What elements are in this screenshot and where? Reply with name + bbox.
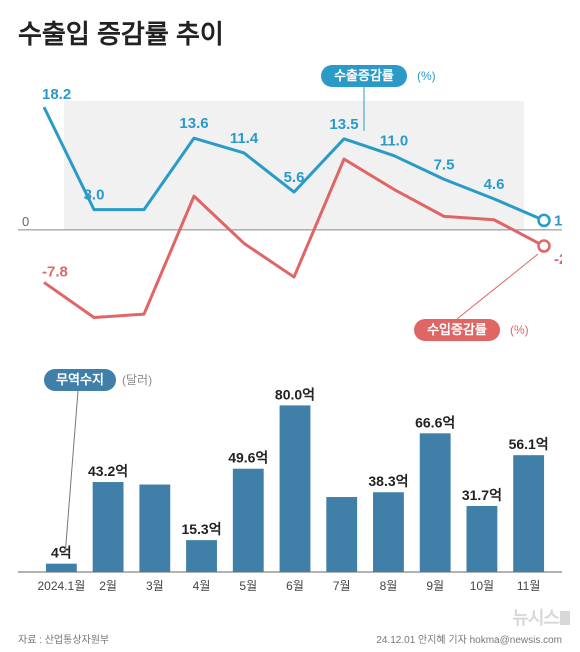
svg-text:13.6: 13.6 xyxy=(179,115,208,132)
svg-text:(달러): (달러) xyxy=(122,373,152,387)
footer: 자료 : 산업통상자원부 24.12.01 안지혜 기자 hokma@newsi… xyxy=(18,631,562,646)
svg-text:1.4: 1.4 xyxy=(554,212,562,229)
svg-text:6월: 6월 xyxy=(286,579,304,593)
svg-text:10월: 10월 xyxy=(470,579,494,593)
svg-text:3.0: 3.0 xyxy=(84,187,105,204)
svg-text:80.0억: 80.0억 xyxy=(275,386,315,402)
svg-text:-2.4: -2.4 xyxy=(554,251,562,268)
svg-text:4.6: 4.6 xyxy=(484,176,505,193)
source-text: 자료 : 산업통상자원부 xyxy=(18,631,109,646)
svg-text:38.3억: 38.3억 xyxy=(368,473,408,489)
svg-text:(%): (%) xyxy=(417,69,436,83)
svg-text:2월: 2월 xyxy=(99,579,117,593)
svg-text:18.2: 18.2 xyxy=(42,86,71,103)
svg-text:-7.8: -7.8 xyxy=(42,263,68,280)
svg-text:수입증감률: 수입증감률 xyxy=(427,322,487,337)
svg-text:(%): (%) xyxy=(510,323,529,337)
svg-text:8월: 8월 xyxy=(380,579,398,593)
svg-text:7.5: 7.5 xyxy=(434,156,455,173)
chart-title: 수출입 증감률 추이 xyxy=(18,14,562,51)
svg-text:무역수지: 무역수지 xyxy=(56,372,104,387)
svg-text:11.0: 11.0 xyxy=(380,133,408,150)
svg-text:13.5: 13.5 xyxy=(329,116,358,133)
svg-text:5월: 5월 xyxy=(239,579,257,593)
svg-text:0: 0 xyxy=(22,214,29,229)
svg-text:5.6: 5.6 xyxy=(284,169,305,186)
bar-chart: 4억 43.2억 15.3억 49.6억 80.0억 38.3억 66.6억 31.7억 56.… xyxy=(18,367,562,602)
svg-text:11월: 11월 xyxy=(517,579,541,593)
svg-text:수출증감률: 수출증감률 xyxy=(334,68,394,83)
line-chart: 0 18.2 3.0 13.6 11.4 5.6 13.5 11.0 7.5 4.6 1.4 -7.8… xyxy=(18,59,562,349)
svg-text:4월: 4월 xyxy=(193,579,211,593)
watermark: 뉴시스 xyxy=(512,604,570,630)
svg-text:4억: 4억 xyxy=(51,545,72,561)
svg-text:31.7억: 31.7억 xyxy=(462,487,502,503)
svg-text:11.4: 11.4 xyxy=(230,130,259,147)
svg-text:15.3억: 15.3억 xyxy=(181,521,221,537)
svg-text:9월: 9월 xyxy=(426,579,444,593)
svg-text:43.2억: 43.2억 xyxy=(88,463,128,479)
svg-text:3월: 3월 xyxy=(146,579,164,593)
credit-text: 24.12.01 안지혜 기자 hokma@newsis.com xyxy=(376,631,562,646)
svg-text:56.1억: 56.1억 xyxy=(509,436,549,452)
svg-text:7월: 7월 xyxy=(333,579,351,593)
svg-text:2024.1월: 2024.1월 xyxy=(37,579,85,593)
svg-text:66.6억: 66.6억 xyxy=(415,414,455,430)
svg-text:49.6억: 49.6억 xyxy=(228,450,268,466)
